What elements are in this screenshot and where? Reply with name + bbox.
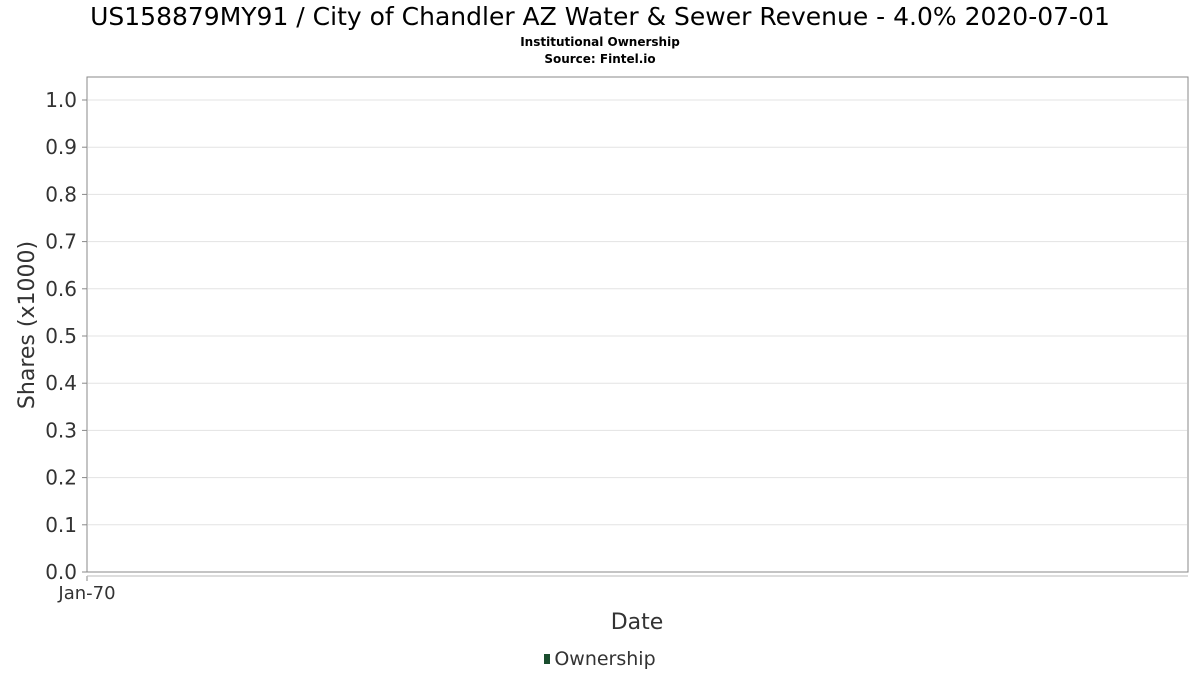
legend: Ownership xyxy=(0,648,1200,670)
chart-title: US158879MY91 / City of Chandler AZ Water… xyxy=(90,2,1110,31)
y-axis-label: Shares (x1000) xyxy=(15,241,40,409)
y-tick-label: 0.6 xyxy=(45,277,77,301)
x-axis-label: Date xyxy=(611,610,664,635)
x-axis-ticks: Jan-70 xyxy=(57,576,116,604)
y-tick-label: 1.0 xyxy=(45,88,77,112)
y-tick-label: 0.8 xyxy=(45,182,77,206)
y-tick-label: 0.0 xyxy=(45,560,77,584)
legend-swatch-ownership xyxy=(544,654,551,664)
y-tick-label: 0.7 xyxy=(45,230,77,254)
plot-area xyxy=(86,76,1189,573)
chart-source: Source: Fintel.io xyxy=(544,52,656,66)
y-tick-label: 0.5 xyxy=(45,324,77,348)
y-tick-label: 0.9 xyxy=(45,135,77,159)
x-tick-label: Jan-70 xyxy=(57,583,115,604)
y-tick-label: 0.3 xyxy=(45,418,77,442)
grid-lines xyxy=(88,99,1187,526)
y-tick-label: 0.2 xyxy=(45,466,77,490)
y-tick-label: 0.1 xyxy=(45,513,77,537)
y-axis-ticks: 0.0 0.1 0.2 0.3 0.4 0.5 0.6 0.7 0.8 0.9 1.0 xyxy=(45,88,87,584)
y-tick-label: 0.4 xyxy=(45,371,77,395)
legend-label-ownership: Ownership xyxy=(554,648,656,670)
chart-subtitle: Institutional Ownership xyxy=(520,35,680,49)
